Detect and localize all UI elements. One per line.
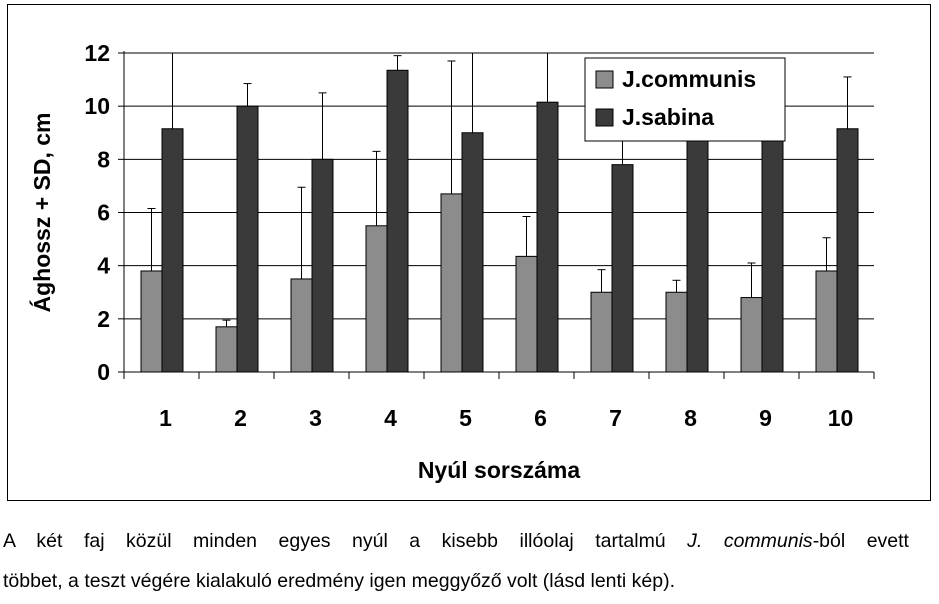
bar-communis (665, 291, 688, 373)
caption-text-end: -ból evett (812, 530, 909, 552)
chart-frame: 0 2 4 6 8 10 12 1 2 3 4 5 6 7 8 9 10 Nyúl sorszáma Ághossz… (7, 4, 931, 501)
legend-label: J.communis (622, 66, 756, 92)
bar-sabina (686, 126, 709, 373)
y-tick-label: 0 (97, 359, 110, 385)
x-tick-label: 8 (684, 405, 697, 431)
caption-paragraph: A két faj közül minden egyes nyúl a kise… (3, 521, 909, 601)
bar-communis (815, 270, 838, 373)
x-axis-title: Nyúl sorszáma (418, 457, 581, 483)
y-tick-label: 2 (97, 306, 110, 332)
bar-sabina (461, 132, 484, 373)
caption-species-italic: J. communis (687, 530, 813, 552)
bar-communis (515, 255, 538, 373)
bar-communis (590, 291, 613, 373)
bar-sabina (161, 128, 184, 373)
caption-line-2: többet, a teszt végére kialakuló eredmén… (3, 570, 676, 592)
x-tick-label: 2 (234, 405, 247, 431)
legend-label: J.sabina (622, 104, 714, 130)
bar-sabina (836, 128, 859, 373)
y-tick-label: 10 (84, 93, 110, 119)
x-tick-label: 7 (609, 405, 622, 431)
legend-swatch (595, 70, 614, 89)
bar-communis (215, 326, 238, 373)
bar-sabina (536, 101, 559, 373)
bar-communis (740, 297, 763, 373)
bar-sabina (386, 69, 409, 373)
y-tick-label: 12 (84, 40, 110, 66)
y-tick-label: 6 (97, 200, 110, 226)
x-tick-label: 6 (534, 405, 547, 431)
bar-communis (365, 225, 388, 373)
bar-communis (440, 193, 463, 373)
x-tick-label: 10 (828, 405, 854, 431)
y-axis-title: Ághossz + SD, cm (28, 112, 55, 312)
x-tick-label: 3 (309, 405, 322, 431)
y-tick-label: 4 (97, 253, 110, 279)
x-tick-label: 5 (459, 405, 472, 431)
bar-communis (140, 270, 163, 373)
bar-sabina (236, 105, 259, 373)
x-tick-label: 4 (384, 405, 397, 431)
caption-text-start: A két faj közül minden egyes nyúl a kise… (3, 530, 688, 552)
x-tick-label: 1 (159, 405, 172, 431)
bar-sabina (311, 158, 334, 373)
bar-sabina (761, 124, 784, 373)
bar-communis (290, 278, 313, 373)
x-tick-label: 9 (759, 405, 772, 431)
caption-line-1: A két faj közül minden egyes nyúl a kise… (3, 521, 909, 561)
bar-sabina (611, 164, 634, 373)
legend-swatch (595, 108, 614, 127)
y-tick-label: 8 (97, 146, 110, 172)
legend-box (584, 57, 786, 142)
